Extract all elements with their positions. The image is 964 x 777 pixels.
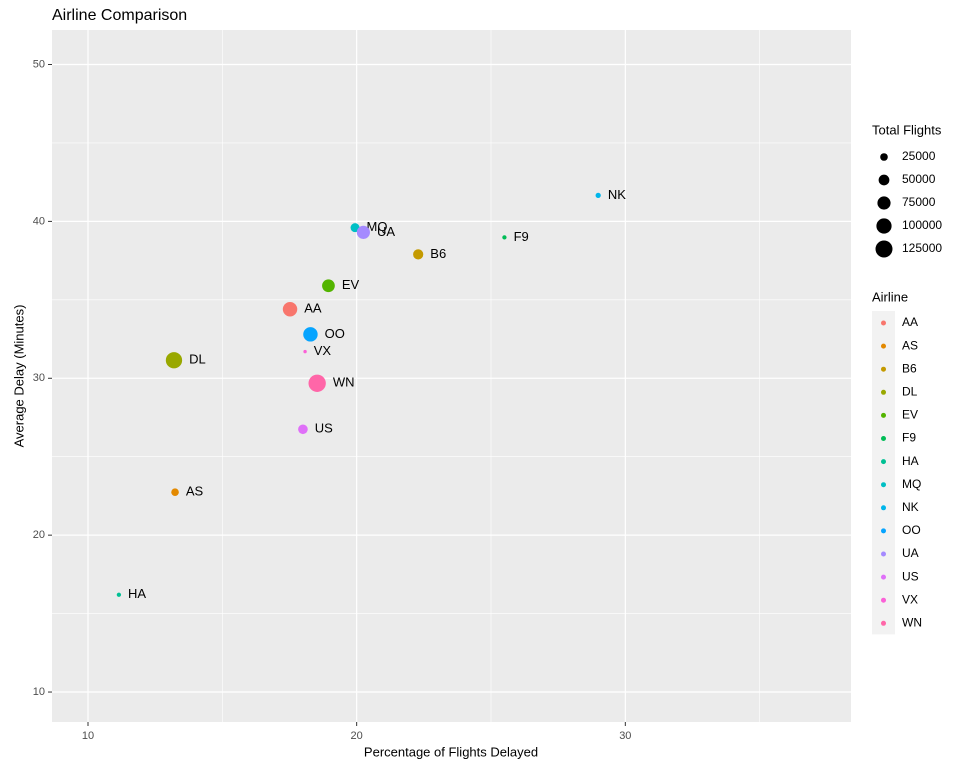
color-legend-key bbox=[881, 320, 886, 326]
color-legend-key bbox=[881, 389, 886, 395]
color-legend-label: OO bbox=[902, 523, 921, 537]
point bbox=[116, 592, 122, 597]
point-label: AS bbox=[186, 484, 204, 499]
point-label: F9 bbox=[514, 229, 529, 244]
color-legend-key bbox=[881, 551, 886, 557]
color-legend-label: AA bbox=[902, 315, 918, 329]
y-tick-label: 40 bbox=[33, 215, 45, 227]
size-legend-label: 50000 bbox=[902, 172, 936, 186]
color-legend-key bbox=[881, 574, 886, 580]
point bbox=[356, 225, 370, 239]
point bbox=[282, 302, 298, 317]
size-legend-key bbox=[877, 196, 891, 210]
point bbox=[298, 424, 308, 435]
color-legend-label: AS bbox=[902, 338, 918, 352]
color-legend-title: Airline bbox=[872, 289, 908, 304]
size-legend-title: Total Flights bbox=[872, 122, 942, 137]
point bbox=[308, 374, 326, 392]
point-label: HA bbox=[128, 586, 146, 601]
size-legend-label: 125000 bbox=[902, 241, 942, 255]
color-legend-label: WN bbox=[902, 615, 922, 629]
point-label: AA bbox=[304, 301, 322, 316]
color-legend-label: F9 bbox=[902, 431, 916, 445]
y-axis-title: Average Delay (Minutes) bbox=[11, 305, 26, 448]
point-label: UA bbox=[377, 224, 395, 239]
size-legend-key bbox=[875, 240, 893, 258]
point bbox=[171, 488, 179, 496]
point bbox=[322, 279, 335, 293]
point bbox=[502, 235, 507, 240]
point bbox=[595, 192, 601, 198]
size-legend-label: 25000 bbox=[902, 149, 936, 163]
point-label: OO bbox=[325, 326, 345, 341]
legend-key-bg bbox=[872, 311, 895, 635]
point-label: DL bbox=[189, 352, 206, 367]
color-legend-key bbox=[881, 436, 886, 441]
point bbox=[303, 349, 307, 354]
size-legend-label: 100000 bbox=[902, 218, 942, 232]
size-legend-label: 75000 bbox=[902, 195, 936, 209]
point-label: MQ bbox=[367, 219, 388, 234]
point-label: NK bbox=[608, 187, 626, 202]
point-label: B6 bbox=[430, 246, 446, 261]
y-tick-label: 30 bbox=[33, 372, 45, 384]
size-legend-key bbox=[878, 174, 890, 186]
point-label: EV bbox=[342, 277, 360, 292]
color-legend-label: MQ bbox=[902, 477, 921, 491]
size-legend-key bbox=[876, 218, 892, 234]
color-legend-label: DL bbox=[902, 384, 918, 398]
point bbox=[413, 249, 424, 260]
color-legend-label: EV bbox=[902, 408, 918, 422]
y-tick-label: 20 bbox=[33, 529, 45, 541]
point-label: WN bbox=[333, 375, 355, 390]
point-label: US bbox=[315, 421, 333, 436]
color-legend-label: NK bbox=[902, 500, 919, 514]
size-legend-key bbox=[880, 153, 888, 161]
color-legend-key bbox=[881, 597, 886, 603]
y-tick-label: 10 bbox=[33, 686, 45, 698]
color-legend-key bbox=[881, 366, 886, 372]
x-axis-title: Percentage of Flights Delayed bbox=[364, 744, 538, 759]
color-legend-label: US bbox=[902, 569, 919, 583]
point bbox=[165, 352, 183, 369]
x-tick-label: 30 bbox=[619, 730, 631, 742]
color-legend-key bbox=[881, 505, 886, 511]
color-legend-label: HA bbox=[902, 454, 919, 468]
color-legend-label: VX bbox=[902, 592, 918, 606]
color-legend-label: UA bbox=[902, 546, 919, 560]
color-legend-key bbox=[881, 412, 886, 418]
color-legend-key bbox=[881, 620, 886, 626]
color-legend-label: B6 bbox=[902, 361, 917, 375]
color-legend-key bbox=[881, 482, 886, 488]
color-legend-key bbox=[881, 343, 886, 349]
point bbox=[303, 327, 318, 342]
chart-title: Airline Comparison bbox=[52, 7, 187, 24]
color-legend-key bbox=[881, 459, 886, 465]
x-tick-label: 10 bbox=[82, 730, 94, 742]
plot-panel bbox=[52, 30, 851, 722]
y-tick-label: 50 bbox=[33, 58, 45, 70]
x-tick-label: 20 bbox=[351, 730, 363, 742]
color-legend-key bbox=[881, 528, 886, 534]
point-label: VX bbox=[314, 343, 332, 358]
